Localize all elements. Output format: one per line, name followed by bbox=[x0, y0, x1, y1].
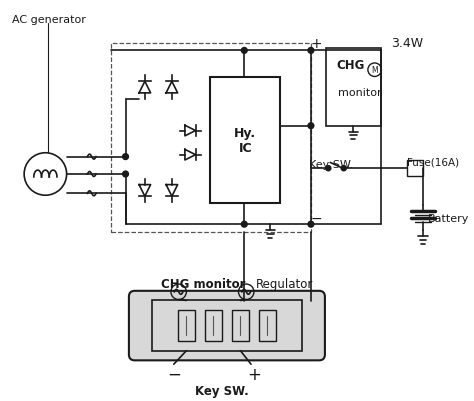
Bar bbox=[205, 310, 222, 341]
Circle shape bbox=[123, 154, 128, 160]
FancyBboxPatch shape bbox=[129, 291, 325, 360]
Text: Key SW.: Key SW. bbox=[195, 384, 249, 397]
Text: 3.4W: 3.4W bbox=[391, 37, 423, 50]
Text: monitor: monitor bbox=[338, 88, 382, 98]
Text: Key SW.: Key SW. bbox=[309, 159, 353, 169]
Circle shape bbox=[123, 172, 128, 177]
Text: Regulator: Regulator bbox=[256, 277, 313, 291]
Text: AC generator: AC generator bbox=[11, 15, 85, 24]
Bar bbox=[259, 310, 276, 341]
Text: Fuse(16A): Fuse(16A) bbox=[408, 157, 460, 167]
Circle shape bbox=[308, 124, 314, 129]
Bar bbox=[408, 161, 423, 176]
Bar bbox=[111, 44, 311, 232]
Text: Hy.
IC: Hy. IC bbox=[234, 127, 256, 155]
Text: −: − bbox=[311, 211, 322, 225]
Text: CHG monitor: CHG monitor bbox=[161, 277, 246, 291]
Text: −: − bbox=[167, 365, 181, 383]
Text: M: M bbox=[371, 66, 378, 75]
Circle shape bbox=[308, 49, 314, 54]
Bar bbox=[152, 301, 302, 351]
Text: Battery: Battery bbox=[428, 213, 469, 223]
Text: +: + bbox=[247, 365, 261, 383]
Circle shape bbox=[341, 166, 346, 171]
Circle shape bbox=[326, 166, 331, 171]
Circle shape bbox=[308, 222, 314, 227]
Text: +: + bbox=[311, 36, 322, 51]
Bar bbox=[178, 310, 195, 341]
Text: CHG: CHG bbox=[336, 59, 365, 72]
Circle shape bbox=[241, 49, 247, 54]
Bar bbox=[210, 78, 280, 203]
Circle shape bbox=[241, 222, 247, 227]
Bar bbox=[327, 49, 382, 126]
Bar bbox=[232, 310, 249, 341]
